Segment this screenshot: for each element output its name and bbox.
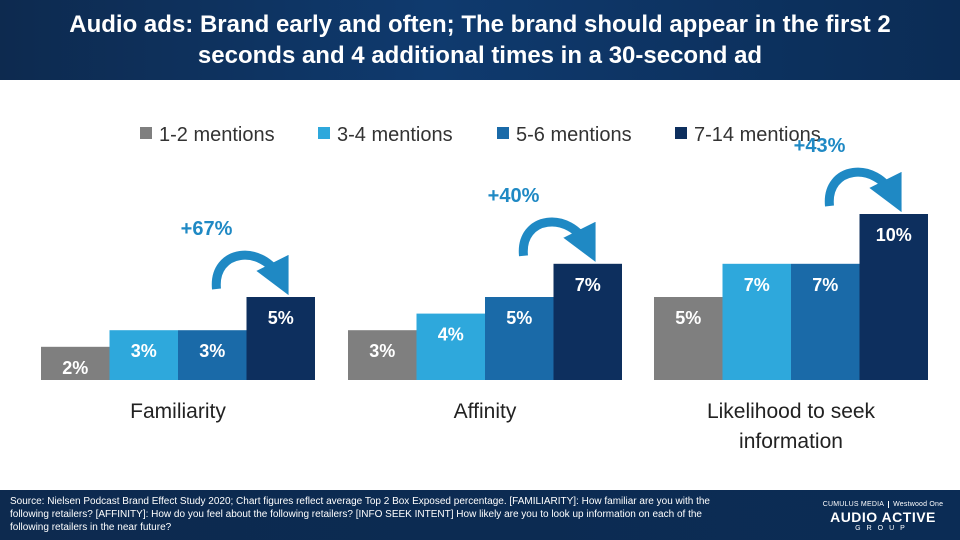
legend-label-3: 5-6 mentions: [516, 124, 632, 146]
page-title: Audio ads: Brand early and often; The br…: [69, 11, 891, 69]
logo-main-text: AUDIO ACTIVE: [830, 509, 936, 525]
legend-swatch-1: [140, 127, 152, 139]
bar-2-3: [485, 297, 554, 380]
legend-label-2: 3-4 mentions: [337, 124, 453, 146]
legend-label-4: 7-14 mentions: [694, 124, 821, 146]
data-label-1-2: 3%: [131, 341, 157, 361]
footer-bar: [0, 490, 960, 540]
logo-sub-text: GROUP: [855, 525, 911, 532]
category-label-3: Likelihood to seek information: [707, 400, 876, 453]
data-label-2-2: 4%: [438, 325, 464, 345]
legend-swatch-2: [318, 127, 330, 139]
category-label-1: Familiarity: [130, 400, 226, 423]
legend-swatch-4: [675, 127, 687, 139]
bar-3-2: [722, 263, 791, 380]
data-label-3-3: 7%: [812, 275, 838, 295]
increase-label-1: +67%: [181, 218, 233, 240]
bar-1-1: [41, 346, 110, 380]
legend-swatch-3: [497, 127, 509, 139]
bar-groups: 2% 3% 3% 5% Familiarity +67% 3% 4% 5% 7% Affinity +…: [41, 135, 928, 453]
category-label-2: Affinity: [454, 400, 517, 423]
bar-3-3: [791, 263, 860, 380]
data-label-2-3: 5%: [506, 308, 532, 328]
bar-2-1: [348, 330, 417, 380]
increase-arrow-3: [824, 167, 902, 213]
bar-2-4: [553, 263, 622, 380]
bar-3-1: [654, 297, 723, 380]
logo-westwood-text: Westwood One: [893, 501, 944, 508]
data-label-1-3: 3%: [199, 341, 225, 361]
bar-chart: 1-2 mentions 3-4 mentions 5-6 mentions 7-14…: [41, 124, 928, 453]
bar-1-4: [246, 297, 315, 380]
header-bar: Audio ads: Brand early and often; The br…: [0, 0, 960, 80]
logo-cumulus-text: CUMULUS MEDIA: [822, 501, 885, 508]
increase-label-3: +43%: [794, 135, 846, 157]
data-label-3-2: 7%: [744, 275, 770, 295]
data-label-1-1: 2%: [62, 358, 88, 378]
audio-active-group-logo: CUMULUS MEDIA Westwood One AUDIO ACTIVE G…: [818, 500, 948, 538]
bar-3-4: [859, 214, 928, 380]
increase-arrow-1: [211, 250, 289, 296]
data-label-3-4: 10%: [876, 225, 912, 245]
data-label-1-4: 5%: [268, 308, 294, 328]
bar-2-2: [416, 313, 485, 380]
increase-arrow-2: [518, 217, 596, 262]
source-note: Source: Nielsen Podcast Brand Effect Stu…: [10, 496, 710, 533]
increase-label-2: +40%: [488, 185, 540, 207]
bar-1-3: [178, 330, 247, 380]
data-label-2-4: 7%: [575, 275, 601, 295]
data-label-3-1: 5%: [675, 308, 701, 328]
data-label-2-1: 3%: [369, 341, 395, 361]
chart-legend: 1-2 mentions 3-4 mentions 5-6 mentions 7-14…: [140, 124, 821, 146]
bar-1-2: [109, 330, 178, 380]
legend-label-1: 1-2 mentions: [159, 124, 275, 146]
